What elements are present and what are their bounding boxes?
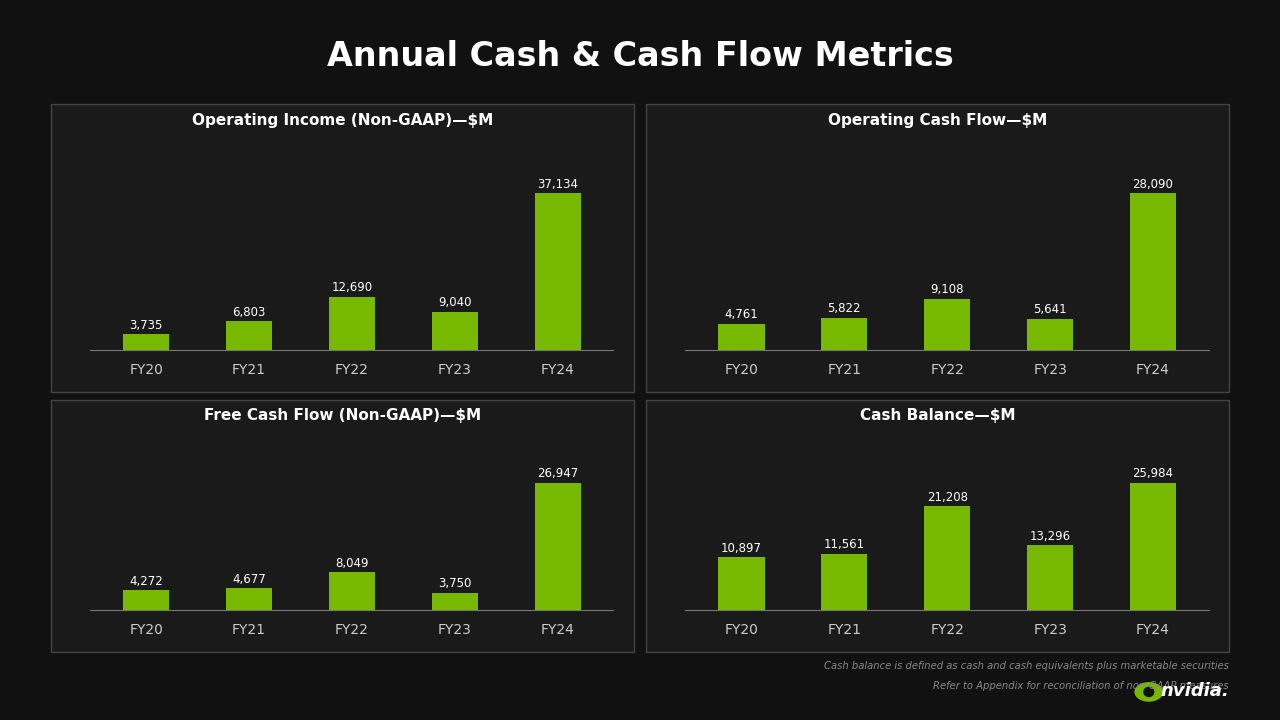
Bar — [227, 588, 273, 611]
Text: Cash balance is defined as cash and cash equivalents plus marketable securities: Cash balance is defined as cash and cash… — [824, 661, 1229, 671]
Text: 13,296: 13,296 — [1029, 530, 1070, 543]
Text: 37,134: 37,134 — [538, 178, 579, 191]
Text: Cash Balance—$M: Cash Balance—$M — [860, 408, 1015, 423]
Bar — [1130, 194, 1176, 350]
Bar — [718, 323, 764, 350]
Bar — [822, 554, 868, 611]
Text: nvidia.: nvidia. — [1160, 682, 1229, 700]
Bar — [1027, 319, 1073, 350]
Text: 9,040: 9,040 — [438, 296, 471, 309]
Text: 5,641: 5,641 — [1033, 303, 1068, 316]
Text: 4,272: 4,272 — [129, 575, 163, 588]
Bar — [822, 318, 868, 350]
Text: Free Cash Flow (Non-GAAP)—$M: Free Cash Flow (Non-GAAP)—$M — [204, 408, 481, 423]
Text: Operating Income (Non-GAAP)—$M: Operating Income (Non-GAAP)—$M — [192, 113, 493, 128]
Text: 3,750: 3,750 — [438, 577, 471, 590]
Text: 9,108: 9,108 — [931, 284, 964, 297]
Bar — [329, 572, 375, 611]
Text: 28,090: 28,090 — [1133, 178, 1174, 191]
Text: 12,690: 12,690 — [332, 281, 372, 294]
Text: 4,761: 4,761 — [724, 307, 758, 320]
Text: 21,208: 21,208 — [927, 491, 968, 504]
Text: 6,803: 6,803 — [233, 305, 266, 318]
Text: 26,947: 26,947 — [538, 467, 579, 480]
Text: 4,677: 4,677 — [232, 573, 266, 586]
Text: 11,561: 11,561 — [824, 539, 865, 552]
Text: Refer to Appendix for reconciliation of non-GAAP measures: Refer to Appendix for reconciliation of … — [933, 681, 1229, 691]
Bar — [924, 506, 970, 611]
Bar — [227, 321, 273, 350]
Text: 10,897: 10,897 — [721, 541, 762, 554]
Text: Operating Cash Flow—$M: Operating Cash Flow—$M — [828, 113, 1047, 128]
Text: 8,049: 8,049 — [335, 557, 369, 570]
Text: 3,735: 3,735 — [129, 318, 163, 331]
Ellipse shape — [1134, 682, 1164, 702]
Text: Annual Cash & Cash Flow Metrics: Annual Cash & Cash Flow Metrics — [326, 40, 954, 73]
Bar — [1027, 545, 1073, 611]
Bar — [431, 593, 477, 611]
Bar — [535, 194, 581, 350]
Ellipse shape — [1143, 687, 1155, 697]
Bar — [1130, 482, 1176, 611]
Bar — [535, 482, 581, 611]
Bar — [123, 334, 169, 350]
Bar — [123, 590, 169, 611]
Text: 25,984: 25,984 — [1133, 467, 1174, 480]
Bar — [329, 297, 375, 350]
Bar — [924, 300, 970, 350]
Bar — [431, 312, 477, 350]
Bar — [718, 557, 764, 611]
Text: 5,822: 5,822 — [828, 302, 861, 315]
